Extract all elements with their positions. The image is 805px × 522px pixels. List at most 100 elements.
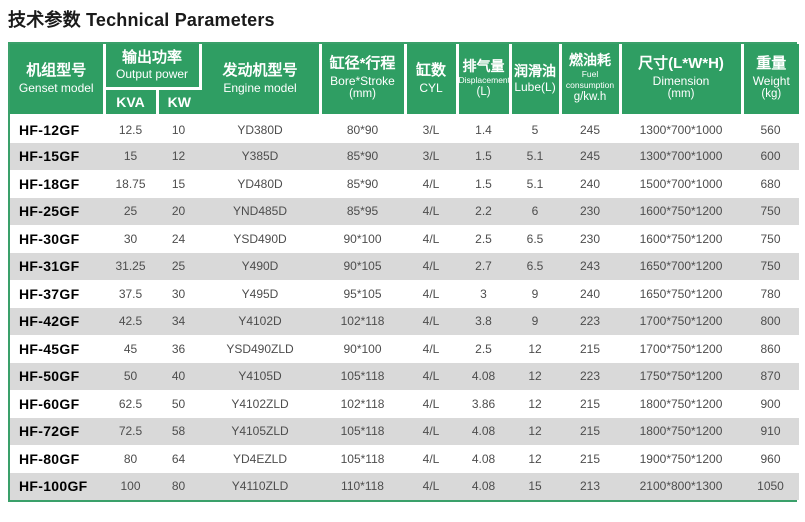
bore-stroke-cell: 95*105 <box>320 280 406 308</box>
cyl-cell: 4/L <box>405 252 458 280</box>
col-header-cyl: 缸数 CYL <box>405 44 459 117</box>
col-header-lube-zh: 润滑油 <box>514 63 557 80</box>
col-header-output-power-zh: 输出功率 <box>122 48 183 66</box>
kw-cell: 30 <box>157 280 201 308</box>
dimension-cell: 1700*750*1200 <box>620 335 743 363</box>
kva-cell: 100 <box>104 472 157 500</box>
cyl-cell: 4/L <box>405 445 458 473</box>
displacement-cell: 4.08 <box>457 417 511 445</box>
col-header-displacement-zh: 排气量 <box>462 57 505 74</box>
kw-cell: 12 <box>157 142 201 170</box>
engine-model-cell: Y4102D <box>200 307 321 335</box>
fuel-consumption-cell: 223 <box>560 362 621 390</box>
fuel-consumption-cell: 245 <box>560 115 621 143</box>
table-row: HF-100GF 100 80 Y4110ZLD 110*118 4/L 4.0… <box>10 472 800 500</box>
bore-stroke-cell: 102*118 <box>320 307 406 335</box>
kw-cell: 50 <box>157 390 201 418</box>
bore-stroke-cell: 85*95 <box>320 197 406 225</box>
engine-model-cell: Y4102ZLD <box>200 390 321 418</box>
fuel-consumption-cell: 215 <box>560 445 621 473</box>
col-header-fuel-en: Fuel consumption <box>565 69 615 91</box>
displacement-cell: 4.08 <box>457 472 511 500</box>
table-row: HF-30GF 30 24 YSD490D 90*100 4/L 2.5 6.5… <box>10 225 800 253</box>
lube-cell: 12 <box>510 417 561 445</box>
dimension-cell: 1500*700*1000 <box>620 170 743 198</box>
weight-cell: 750 <box>742 197 800 225</box>
genset-model-cell: HF-18GF <box>10 170 104 198</box>
genset-model-cell: HF-72GF <box>10 417 104 445</box>
kva-cell: 80 <box>104 445 157 473</box>
bore-stroke-cell: 90*100 <box>320 225 406 253</box>
engine-model-cell: YSD490D <box>200 225 321 253</box>
fuel-consumption-cell: 245 <box>560 142 621 170</box>
cyl-cell: 4/L <box>405 472 458 500</box>
kva-cell: 25 <box>104 197 157 225</box>
bore-stroke-cell: 80*90 <box>320 115 406 143</box>
technical-parameters-table-wrap: 机组型号 Genset model 输出功率 Output power 发动机型… <box>8 42 800 502</box>
col-header-dimension-en: Dimension <box>652 74 710 89</box>
col-header-kw-label: KW <box>167 93 191 110</box>
kw-cell: 15 <box>157 170 201 198</box>
engine-model-cell: Y4105D <box>200 362 321 390</box>
col-header-dimension: 尺寸(L*W*H) Dimension (mm) <box>620 44 744 117</box>
genset-model-cell: HF-30GF <box>10 225 104 253</box>
displacement-cell: 2.2 <box>457 197 511 225</box>
col-header-cyl-en: CYL <box>419 80 443 95</box>
bore-stroke-cell: 85*90 <box>320 142 406 170</box>
cyl-cell: 4/L <box>405 362 458 390</box>
col-header-output-power: 输出功率 Output power <box>104 44 202 90</box>
bore-stroke-cell: 105*118 <box>320 445 406 473</box>
genset-model-cell: HF-31GF <box>10 252 104 280</box>
lube-cell: 12 <box>510 362 561 390</box>
col-header-engine-model: 发动机型号 Engine model <box>200 44 322 117</box>
table-body: HF-12GF 12.5 10 YD380D 80*90 3/L 1.4 5 2… <box>10 115 800 500</box>
dimension-cell: 1800*750*1200 <box>620 390 743 418</box>
lube-cell: 6.5 <box>510 252 561 280</box>
cyl-cell: 3/L <box>405 115 458 143</box>
displacement-cell: 4.08 <box>457 445 511 473</box>
col-header-lube: 润滑油 Lube(L) <box>510 44 562 117</box>
col-header-kw: KW <box>157 88 201 117</box>
genset-model-cell: HF-50GF <box>10 362 104 390</box>
table-row: HF-18GF 18.75 15 YD480D 85*90 4/L 1.5 5.… <box>10 170 800 198</box>
dimension-cell: 1600*750*1200 <box>620 197 743 225</box>
dimension-cell: 1650*700*1200 <box>620 252 743 280</box>
cyl-cell: 4/L <box>405 307 458 335</box>
dimension-cell: 1700*750*1200 <box>620 307 743 335</box>
bore-stroke-cell: 105*118 <box>320 417 406 445</box>
kw-cell: 36 <box>157 335 201 363</box>
genset-model-cell: HF-80GF <box>10 445 104 473</box>
engine-model-cell: Y4110ZLD <box>200 472 321 500</box>
cyl-cell: 3/L <box>405 142 458 170</box>
lube-cell: 12 <box>510 445 561 473</box>
col-header-weight: 重量 Weight (kg) <box>742 44 800 117</box>
fuel-consumption-cell: 223 <box>560 307 621 335</box>
col-header-kva-label: KVA <box>116 93 145 110</box>
col-header-cyl-zh: 缸数 <box>416 62 447 80</box>
table-row: HF-60GF 62.5 50 Y4102ZLD 102*118 4/L 3.8… <box>10 390 800 418</box>
col-header-displacement-unit: (L) <box>476 85 491 98</box>
table-row: HF-31GF 31.25 25 Y490D 90*105 4/L 2.7 6.… <box>10 252 800 280</box>
kw-cell: 80 <box>157 472 201 500</box>
kw-cell: 58 <box>157 417 201 445</box>
lube-cell: 15 <box>510 472 561 500</box>
col-header-dimension-unit: (mm) <box>667 88 695 101</box>
lube-cell: 9 <box>510 307 561 335</box>
lube-cell: 5.1 <box>510 142 561 170</box>
dimension-cell: 1650*750*1200 <box>620 280 743 308</box>
lube-cell: 12 <box>510 335 561 363</box>
dimension-cell: 1750*750*1200 <box>620 362 743 390</box>
genset-model-cell: HF-42GF <box>10 307 104 335</box>
dimension-cell: 1600*750*1200 <box>620 225 743 253</box>
col-header-displacement: 排气量 Displacement (L) <box>457 44 512 117</box>
bore-stroke-cell: 90*105 <box>320 252 406 280</box>
lube-cell: 6.5 <box>510 225 561 253</box>
technical-parameters-table: 机组型号 Genset model 输出功率 Output power 发动机型… <box>10 44 800 500</box>
lube-cell: 5 <box>510 115 561 143</box>
col-header-genset-en: Genset model <box>18 80 94 95</box>
engine-model-cell: YD480D <box>200 170 321 198</box>
weight-cell: 560 <box>742 115 800 143</box>
page-title: 技术参数 Technical Parameters <box>8 10 275 30</box>
col-header-weight-en: Weight <box>752 74 790 89</box>
displacement-cell: 3.8 <box>457 307 511 335</box>
